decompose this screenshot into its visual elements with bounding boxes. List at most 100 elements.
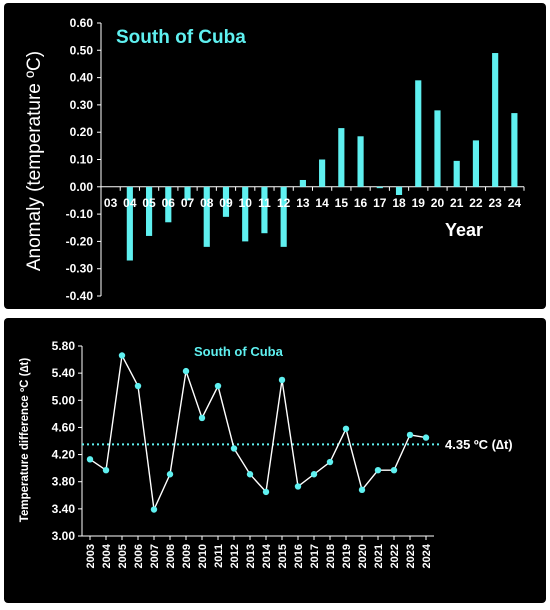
- anomaly-chart-title: South of Cuba: [116, 27, 246, 48]
- temperature-difference-x-tick-label: 2015: [277, 544, 289, 568]
- anomaly-y-tick-label: -0.40: [66, 289, 94, 303]
- anomaly-bar: [453, 160, 460, 187]
- temperature-difference-y-tick-label: 5.40: [52, 366, 76, 380]
- temperature-difference-panel: 5.80 5.40 5.00 4.60 4.20 3.80 3.40 3.00 2003 200…: [4, 318, 546, 603]
- temperature-difference-y-tick-label: 5.80: [52, 339, 76, 353]
- anomaly-bar-chart: 0.60 0.50 0.40 0.30 0.20 0.10 0.00 -0.10 -0.20 -0…: [24, 16, 525, 303]
- temperature-difference-point: [214, 382, 222, 390]
- temperature-difference-x-tick-label: 2016: [293, 544, 305, 568]
- anomaly-x-tick-label: 15: [335, 196, 349, 210]
- temperature-difference-series: [89, 353, 427, 513]
- temperature-difference-x-tick-label: 2021: [373, 544, 385, 568]
- anomaly-x-tick-label: 18: [392, 196, 406, 210]
- temperature-difference-x-tick-label: 2009: [181, 544, 193, 568]
- anomaly-x-tick-label: 23: [488, 196, 502, 210]
- anomaly-x-tick-label: 22: [469, 196, 483, 210]
- anomaly-x-axis-label: Year: [445, 220, 483, 240]
- anomaly-bar: [299, 179, 306, 187]
- temperature-difference-point: [310, 471, 318, 478]
- temperature-difference-point: [358, 486, 366, 494]
- temperature-difference-point: [294, 483, 302, 490]
- temperature-difference-x-tick-label: 2011: [213, 544, 225, 568]
- anomaly-y-tick-label: 0.50: [70, 43, 94, 57]
- temperature-difference-x-tick-label: 2006: [133, 544, 145, 568]
- temperature-difference-x-tick-label: 2007: [149, 544, 161, 568]
- temperature-difference-x-tick-label: 2004: [101, 543, 113, 568]
- anomaly-bar: [434, 110, 441, 187]
- temperature-difference-x-tick-label: 2023: [405, 544, 417, 568]
- temperature-difference-x-tick-label: 2003: [85, 544, 97, 568]
- anomaly-x-tick-label: 19: [412, 196, 426, 210]
- anomaly-y-tick-label: 0.20: [70, 125, 94, 139]
- anomaly-x-tick-label: 24: [508, 196, 522, 210]
- temperature-difference-point: [406, 431, 414, 439]
- temperature-difference-point: [134, 382, 142, 390]
- temperature-difference-point: [374, 466, 382, 474]
- temperature-difference-point: [230, 445, 238, 452]
- temperature-difference-point: [246, 471, 254, 478]
- anomaly-x-tick-label: 03: [104, 196, 118, 210]
- temperature-difference-y-tick-label: 3.00: [52, 529, 76, 543]
- temperature-difference-x-tick-label: 2024: [421, 543, 433, 568]
- anomaly-y-tick-label: -0.10: [66, 207, 94, 221]
- anomaly-x-tick-label: 05: [142, 196, 156, 210]
- anomaly-bar: [184, 186, 191, 201]
- temperature-difference-point: [182, 367, 190, 375]
- anomaly-y-tick-label: 0.60: [70, 16, 94, 30]
- temperature-difference-point: [118, 352, 126, 359]
- temperature-difference-point: [166, 471, 174, 478]
- anomaly-y-tick-label: -0.30: [66, 262, 94, 276]
- anomaly-bar: [145, 186, 153, 236]
- anomaly-y-tick-label: 0.00: [70, 180, 94, 194]
- temperature-difference-y-tick-label: 5.00: [52, 393, 76, 407]
- anomaly-bar: [203, 186, 210, 247]
- anomaly-bar: [165, 186, 172, 223]
- temperature-difference-x-tick-label: 2008: [165, 544, 177, 568]
- anomaly-x-tick-label: 13: [296, 196, 310, 210]
- temperature-difference-x-tick-label: 2020: [357, 544, 369, 568]
- temperature-difference-y-tick-label: 4.60: [52, 420, 76, 434]
- anomaly-x-tick-label: 11: [258, 196, 271, 210]
- anomaly-bar: [357, 136, 364, 187]
- temperature-difference-point: [262, 488, 270, 496]
- anomaly-y-tick-label: -0.20: [66, 234, 94, 248]
- temperature-difference-point: [102, 466, 110, 474]
- anomaly-bar: [280, 186, 287, 247]
- anomaly-bar: [511, 113, 518, 187]
- anomaly-x-tick-label: 21: [450, 196, 464, 210]
- anomaly-bar: [395, 186, 403, 195]
- temperature-difference-point: [198, 414, 206, 422]
- anomaly-y-tick-label: 0.30: [70, 98, 94, 112]
- temperature-difference-x-tick-label: 2010: [197, 544, 209, 568]
- temperature-difference-y-axis-label: Temperature difference ºC (∆t): [19, 358, 31, 523]
- anomaly-bar: [338, 128, 345, 187]
- mean-value-label: 4.35 ºC (∆t): [445, 437, 513, 452]
- temperature-difference-x-tick-label: 2014: [261, 543, 273, 568]
- anomaly-bar: [319, 159, 326, 187]
- anomaly-x-tick-label: 14: [315, 196, 329, 210]
- anomaly-bar: [242, 186, 249, 242]
- temperature-difference-x-tick-label: 2005: [117, 544, 129, 568]
- anomaly-chart-panel: 0.60 0.50 0.40 0.30 0.20 0.10 0.00 -0.10 -0.20 -0…: [4, 3, 546, 309]
- anomaly-bar: [376, 186, 383, 189]
- anomaly-x-tick-label: 12: [277, 196, 291, 210]
- anomaly-bar: [415, 80, 422, 187]
- anomaly-bar: [126, 186, 133, 261]
- anomaly-bar: [222, 186, 230, 217]
- anomaly-x-tick-label: 07: [181, 196, 195, 210]
- temperature-difference-x-tick-label: 2012: [229, 544, 241, 568]
- anomaly-bar: [261, 186, 268, 234]
- anomaly-x-tick-label: 08: [200, 196, 214, 210]
- anomaly-x-tick-label: 16: [354, 196, 368, 210]
- temperature-difference-point: [278, 376, 286, 384]
- anomaly-x-tick-label: 06: [162, 196, 176, 210]
- temperature-difference-point: [326, 458, 334, 466]
- temperature-difference-point: [150, 506, 158, 513]
- temperature-difference-point: [390, 466, 398, 474]
- temperature-difference-line-chart: 5.80 5.40 5.00 4.60 4.20 3.80 3.40 3.00 2003 200…: [19, 339, 513, 568]
- temperature-difference-x-tick-label: 2018: [325, 544, 337, 568]
- temperature-difference-x-tick-label: 2019: [341, 544, 353, 568]
- anomaly-bar: [472, 140, 480, 187]
- temperature-difference-y-tick-label: 3.80: [52, 475, 76, 489]
- anomaly-x-tick-label: 09: [219, 196, 233, 210]
